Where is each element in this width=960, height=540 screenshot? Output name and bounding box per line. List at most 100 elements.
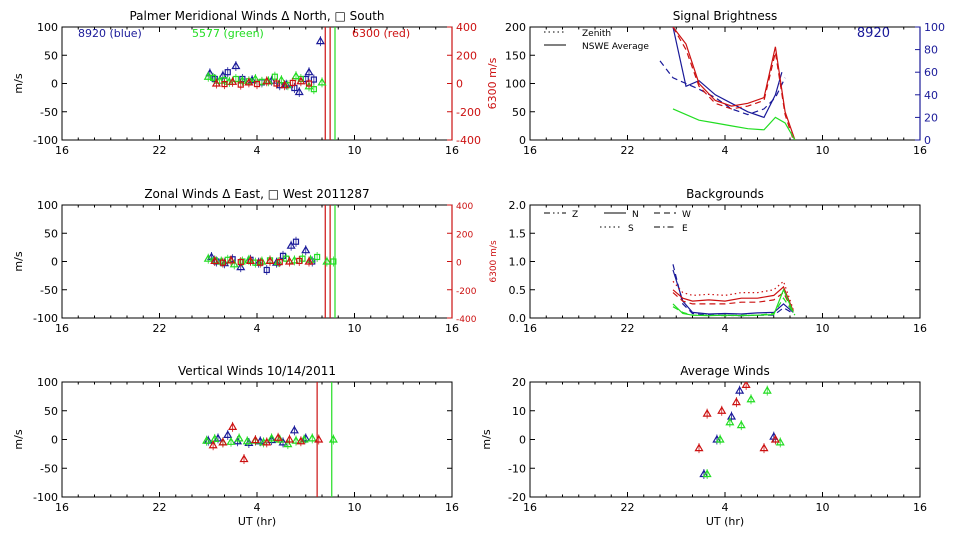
y-tick-label: 1.0 — [509, 256, 527, 269]
y-tick-label: 0 — [51, 78, 58, 91]
right-y-tick-label: 200 — [456, 230, 473, 240]
chart-title: Zonal Winds Δ East, □ West 2011287 — [144, 187, 369, 201]
x-tick-label: 22 — [621, 144, 635, 157]
series-line — [672, 27, 796, 140]
annotation-label: 8920 (blue) — [78, 27, 142, 40]
y-tick-label: 200 — [505, 21, 526, 34]
right-y-tick-label: 100 — [924, 21, 945, 34]
annotation-label: 5577 (green) — [192, 27, 264, 40]
right-y-tick-label: 80 — [924, 44, 938, 57]
right-y-tick-label: 0 — [456, 78, 463, 91]
y-tick-label: 0 — [519, 434, 526, 447]
right-y-tick-label: 20 — [924, 111, 938, 124]
right-y-tick-label: -200 — [456, 287, 477, 297]
right-axis-label: 6300 m/s — [489, 240, 499, 283]
data-layer — [672, 264, 796, 317]
y-tick-label: 0.5 — [509, 284, 527, 297]
right-y-tick-label: -400 — [456, 315, 477, 325]
x-tick-label: 16 — [445, 322, 459, 335]
x-tick-label: 10 — [348, 501, 362, 514]
data-layer — [203, 36, 327, 97]
chart-title: Palmer Meridional Winds Δ North, □ South — [129, 9, 384, 23]
x-tick-label: 16 — [55, 144, 69, 157]
y-tick-label: -10 — [508, 462, 526, 475]
x-tick-label: 22 — [153, 501, 167, 514]
x-tick-label: 22 — [621, 501, 635, 514]
chart-title: Vertical Winds 10/14/2011 — [178, 364, 336, 378]
legend-label: NSWE Average — [582, 42, 649, 52]
y-tick-label: 50 — [44, 49, 58, 62]
plot-frame — [529, 381, 921, 498]
right-y-tick-label: 400 — [456, 21, 477, 34]
y-tick-label: -50 — [40, 284, 58, 297]
x-tick-label: 4 — [254, 144, 261, 157]
right-y-tick-label: 60 — [924, 66, 938, 79]
legend-label: Z — [572, 210, 578, 220]
y-tick-label: 0 — [519, 134, 526, 147]
y-axis-label: m/s — [12, 251, 25, 271]
y-tick-label: -50 — [40, 106, 58, 119]
y-tick-label: -50 — [40, 462, 58, 475]
x-tick-label: 10 — [348, 322, 362, 335]
x-tick-label: 16 — [523, 501, 537, 514]
x-axis-label: UT (hr) — [706, 515, 744, 528]
right-y-tick-label: -200 — [456, 106, 481, 119]
x-tick-label: 10 — [816, 322, 830, 335]
y-tick-label: 0 — [51, 434, 58, 447]
legend-label: E — [682, 224, 688, 234]
right-y-tick-label: -400 — [456, 134, 481, 147]
x-tick-label: 4 — [254, 501, 261, 514]
x-tick-label: 10 — [816, 144, 830, 157]
y-tick-label: 0 — [51, 256, 58, 269]
series-line — [672, 269, 794, 315]
x-tick-label: 22 — [621, 322, 635, 335]
y-tick-label: 2.0 — [509, 199, 527, 212]
series-line — [672, 264, 794, 317]
y-tick-label: -100 — [33, 134, 58, 147]
right-y-tick-label: 0 — [924, 134, 931, 147]
x-tick-label: 4 — [254, 322, 261, 335]
y-tick-label: 10 — [512, 405, 526, 418]
series-line — [672, 27, 783, 119]
legend-label: N — [632, 210, 639, 220]
x-tick-label: 16 — [523, 322, 537, 335]
right-y-tick-label: 400 — [456, 202, 473, 212]
series-line — [672, 285, 794, 312]
x-tick-label: 16 — [913, 144, 927, 157]
y-axis-label: m/s — [480, 429, 493, 449]
x-tick-label: 16 — [55, 322, 69, 335]
series-line — [659, 60, 786, 116]
x-tick-label: 16 — [445, 144, 459, 157]
y-tick-label: 50 — [44, 405, 58, 418]
y-tick-label: 100 — [37, 199, 58, 212]
x-tick-label: 16 — [55, 501, 69, 514]
legend-label: S — [628, 224, 634, 234]
y-tick-label: -100 — [33, 491, 58, 504]
y-tick-label: 0.0 — [509, 312, 527, 325]
x-tick-label: 4 — [722, 144, 729, 157]
legend-label: W — [682, 210, 691, 220]
series-line — [672, 297, 796, 317]
right-y-tick-label: 0 — [456, 259, 462, 269]
y-tick-label: 100 — [37, 376, 58, 389]
annotation-label: 8920 — [857, 26, 890, 41]
x-tick-label: 10 — [348, 144, 362, 157]
x-tick-label: 22 — [153, 322, 167, 335]
x-tick-label: 16 — [913, 501, 927, 514]
y-tick-label: 150 — [505, 49, 526, 62]
x-tick-label: 16 — [445, 501, 459, 514]
chart-title: Average Winds — [680, 364, 770, 378]
y-tick-label: -20 — [508, 491, 526, 504]
right-axis-label: 6300 m/s — [486, 57, 499, 109]
chart-title: Backgrounds — [686, 187, 764, 201]
y-tick-label: 100 — [37, 21, 58, 34]
chart-title: Signal Brightness — [673, 9, 778, 23]
y-tick-label: 50 — [512, 106, 526, 119]
x-tick-label: 10 — [816, 501, 830, 514]
y-tick-label: -100 — [33, 312, 58, 325]
